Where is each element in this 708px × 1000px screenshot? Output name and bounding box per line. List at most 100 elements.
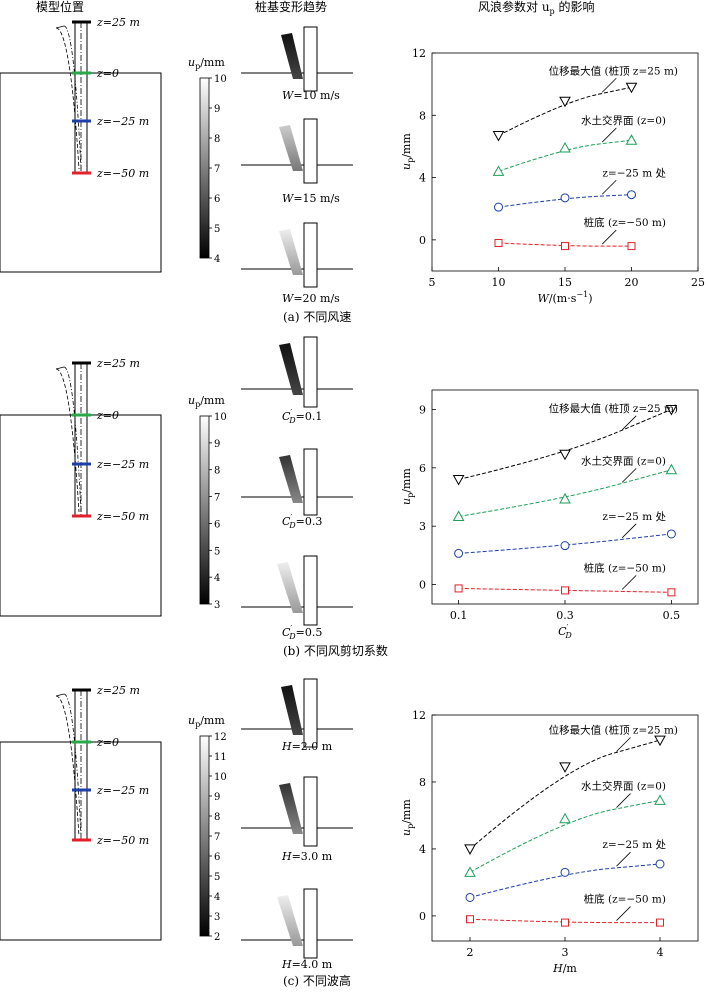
colorbar-tick-label: 7 (214, 164, 220, 175)
data-point (655, 859, 665, 869)
deformed-shape (63, 366, 82, 513)
colorbar-tick-label: 8 (214, 812, 220, 823)
y-tick-label: 9 (419, 403, 426, 416)
deformed-pile (279, 783, 303, 834)
original-pile (303, 26, 318, 92)
chart-frame (431, 52, 699, 272)
y-axis-label: up/mm (400, 799, 415, 836)
colorbar-tick-label: 9 (214, 104, 220, 115)
colorbar-tick-label: 4 (214, 892, 220, 903)
colorbar-tick-label: 7 (214, 832, 220, 843)
data-point (627, 242, 636, 251)
original-pile (303, 336, 318, 408)
original-pile (303, 555, 318, 626)
data-point (494, 202, 503, 212)
x-tick-label: 25 (691, 276, 705, 289)
colorbar-tick-label: 10 (214, 74, 227, 85)
data-point (466, 915, 474, 924)
annotation-mud: 水土交界面 (z=0) (581, 454, 666, 467)
series-line (469, 863, 661, 898)
deformed-shape (55, 368, 80, 513)
y-tick-label: 8 (419, 776, 426, 789)
original-pile (303, 678, 318, 748)
data-point (559, 762, 571, 773)
x-tick-label: 0.5 (663, 609, 681, 622)
label-top: z=25 m (96, 16, 140, 29)
label-bottom: z=−50 m (96, 510, 149, 523)
x-tick-label: 3 (562, 946, 569, 959)
trend-label: W=20 m/s (282, 292, 340, 305)
data-point (656, 918, 664, 927)
deformed-pile (277, 895, 303, 946)
panel-caption: (a) 不同风速 (283, 310, 351, 324)
colorbar-tick-label: 5 (214, 546, 220, 557)
panel-a: z=25 m z=0 z=−25 m z=−50 m up/mm 10 9 8 7 6 5 4 W=10… (0, 16, 705, 324)
colorbar-tick-label: 4 (214, 573, 220, 584)
trend-label: H=3.0 m (281, 850, 333, 863)
y-tick-label: 4 (419, 843, 426, 856)
chart: 5 10 15 20 25 0 4 8 12 up/mm W/(m·s−1) 位移最大值 (桩顶 z=… (400, 47, 705, 305)
data-point (559, 492, 571, 504)
label-mid: z=−25 m (96, 115, 149, 128)
x-axis-label: H/m (552, 962, 577, 975)
series-line (458, 408, 672, 480)
chart-frame (431, 714, 699, 942)
colorbar-tick-label: 9 (214, 792, 220, 803)
data-point (559, 141, 571, 153)
series-line (469, 918, 660, 924)
x-tick-label: 20 (625, 276, 639, 289)
annotation-leader (621, 468, 637, 483)
series-line (469, 799, 661, 873)
x-axis-label: W/(m·s−1) (538, 290, 593, 305)
deformed-pile (279, 343, 303, 395)
x-tick-label: 4 (657, 946, 664, 959)
y-tick-label: 0 (419, 579, 426, 592)
data-point (464, 844, 476, 855)
deformed-pile (281, 33, 303, 79)
header-effect-text: 风浪参数对 u (478, 0, 550, 14)
model-sketch: z=25 m z=0 z=−25 m z=−50 m (0, 357, 162, 617)
data-point (494, 238, 503, 247)
x-tick-label: 0.3 (556, 609, 574, 622)
y-tick-label: 6 (419, 462, 426, 475)
x-tick-label: 10 (492, 276, 506, 289)
data-point (667, 588, 676, 597)
data-point (560, 867, 570, 877)
y-tick-label: 3 (419, 520, 426, 533)
deformed-top (55, 693, 65, 697)
header-model: 模型位置 (36, 0, 84, 14)
data-point (465, 892, 475, 902)
colorbar-tick-label: 6 (214, 519, 220, 530)
annotation-bottom: 桩底 (z=−50 m) (584, 893, 666, 906)
data-point (561, 918, 569, 927)
annotation-leader (616, 737, 631, 752)
y-tick-label: 0 (419, 910, 426, 923)
trend-label: H=2.0 m (281, 740, 333, 753)
data-point (492, 165, 505, 176)
deformed-top (55, 366, 65, 370)
annotation-leader (601, 179, 617, 195)
colorbar-tick-label: 9 (214, 439, 220, 450)
data-point (665, 404, 678, 416)
y-tick-label: 8 (419, 109, 426, 122)
colorbar: up/mm 10 9 8 7 6 5 4 3 (188, 394, 227, 611)
colorbar-tick-label: 7 (214, 493, 220, 504)
colorbar-tick-label: 6 (214, 852, 220, 863)
data-point (627, 190, 636, 200)
trend-label: H=4.0 m (281, 958, 333, 971)
data-point (561, 242, 569, 251)
series-line (458, 469, 672, 517)
colorbar-tick-label: 6 (214, 194, 220, 205)
deformed-pile (277, 562, 303, 613)
original-pile (303, 776, 318, 847)
label-mid: z=−25 m (96, 458, 149, 471)
panel-caption: (b) 不同风剪切系数 (283, 643, 388, 658)
annotation-mid: z=−25 m 处 (602, 839, 666, 851)
colorbar-tick-label: 5 (214, 872, 220, 883)
annotation-leader (601, 127, 617, 143)
colorbar-label: up/mm (188, 714, 225, 729)
x-axis-label: C′ D (558, 623, 572, 640)
data-point (452, 510, 465, 521)
data-point (452, 474, 465, 486)
annotation-bottom: 桩底 (z=−50 m) (584, 216, 666, 229)
